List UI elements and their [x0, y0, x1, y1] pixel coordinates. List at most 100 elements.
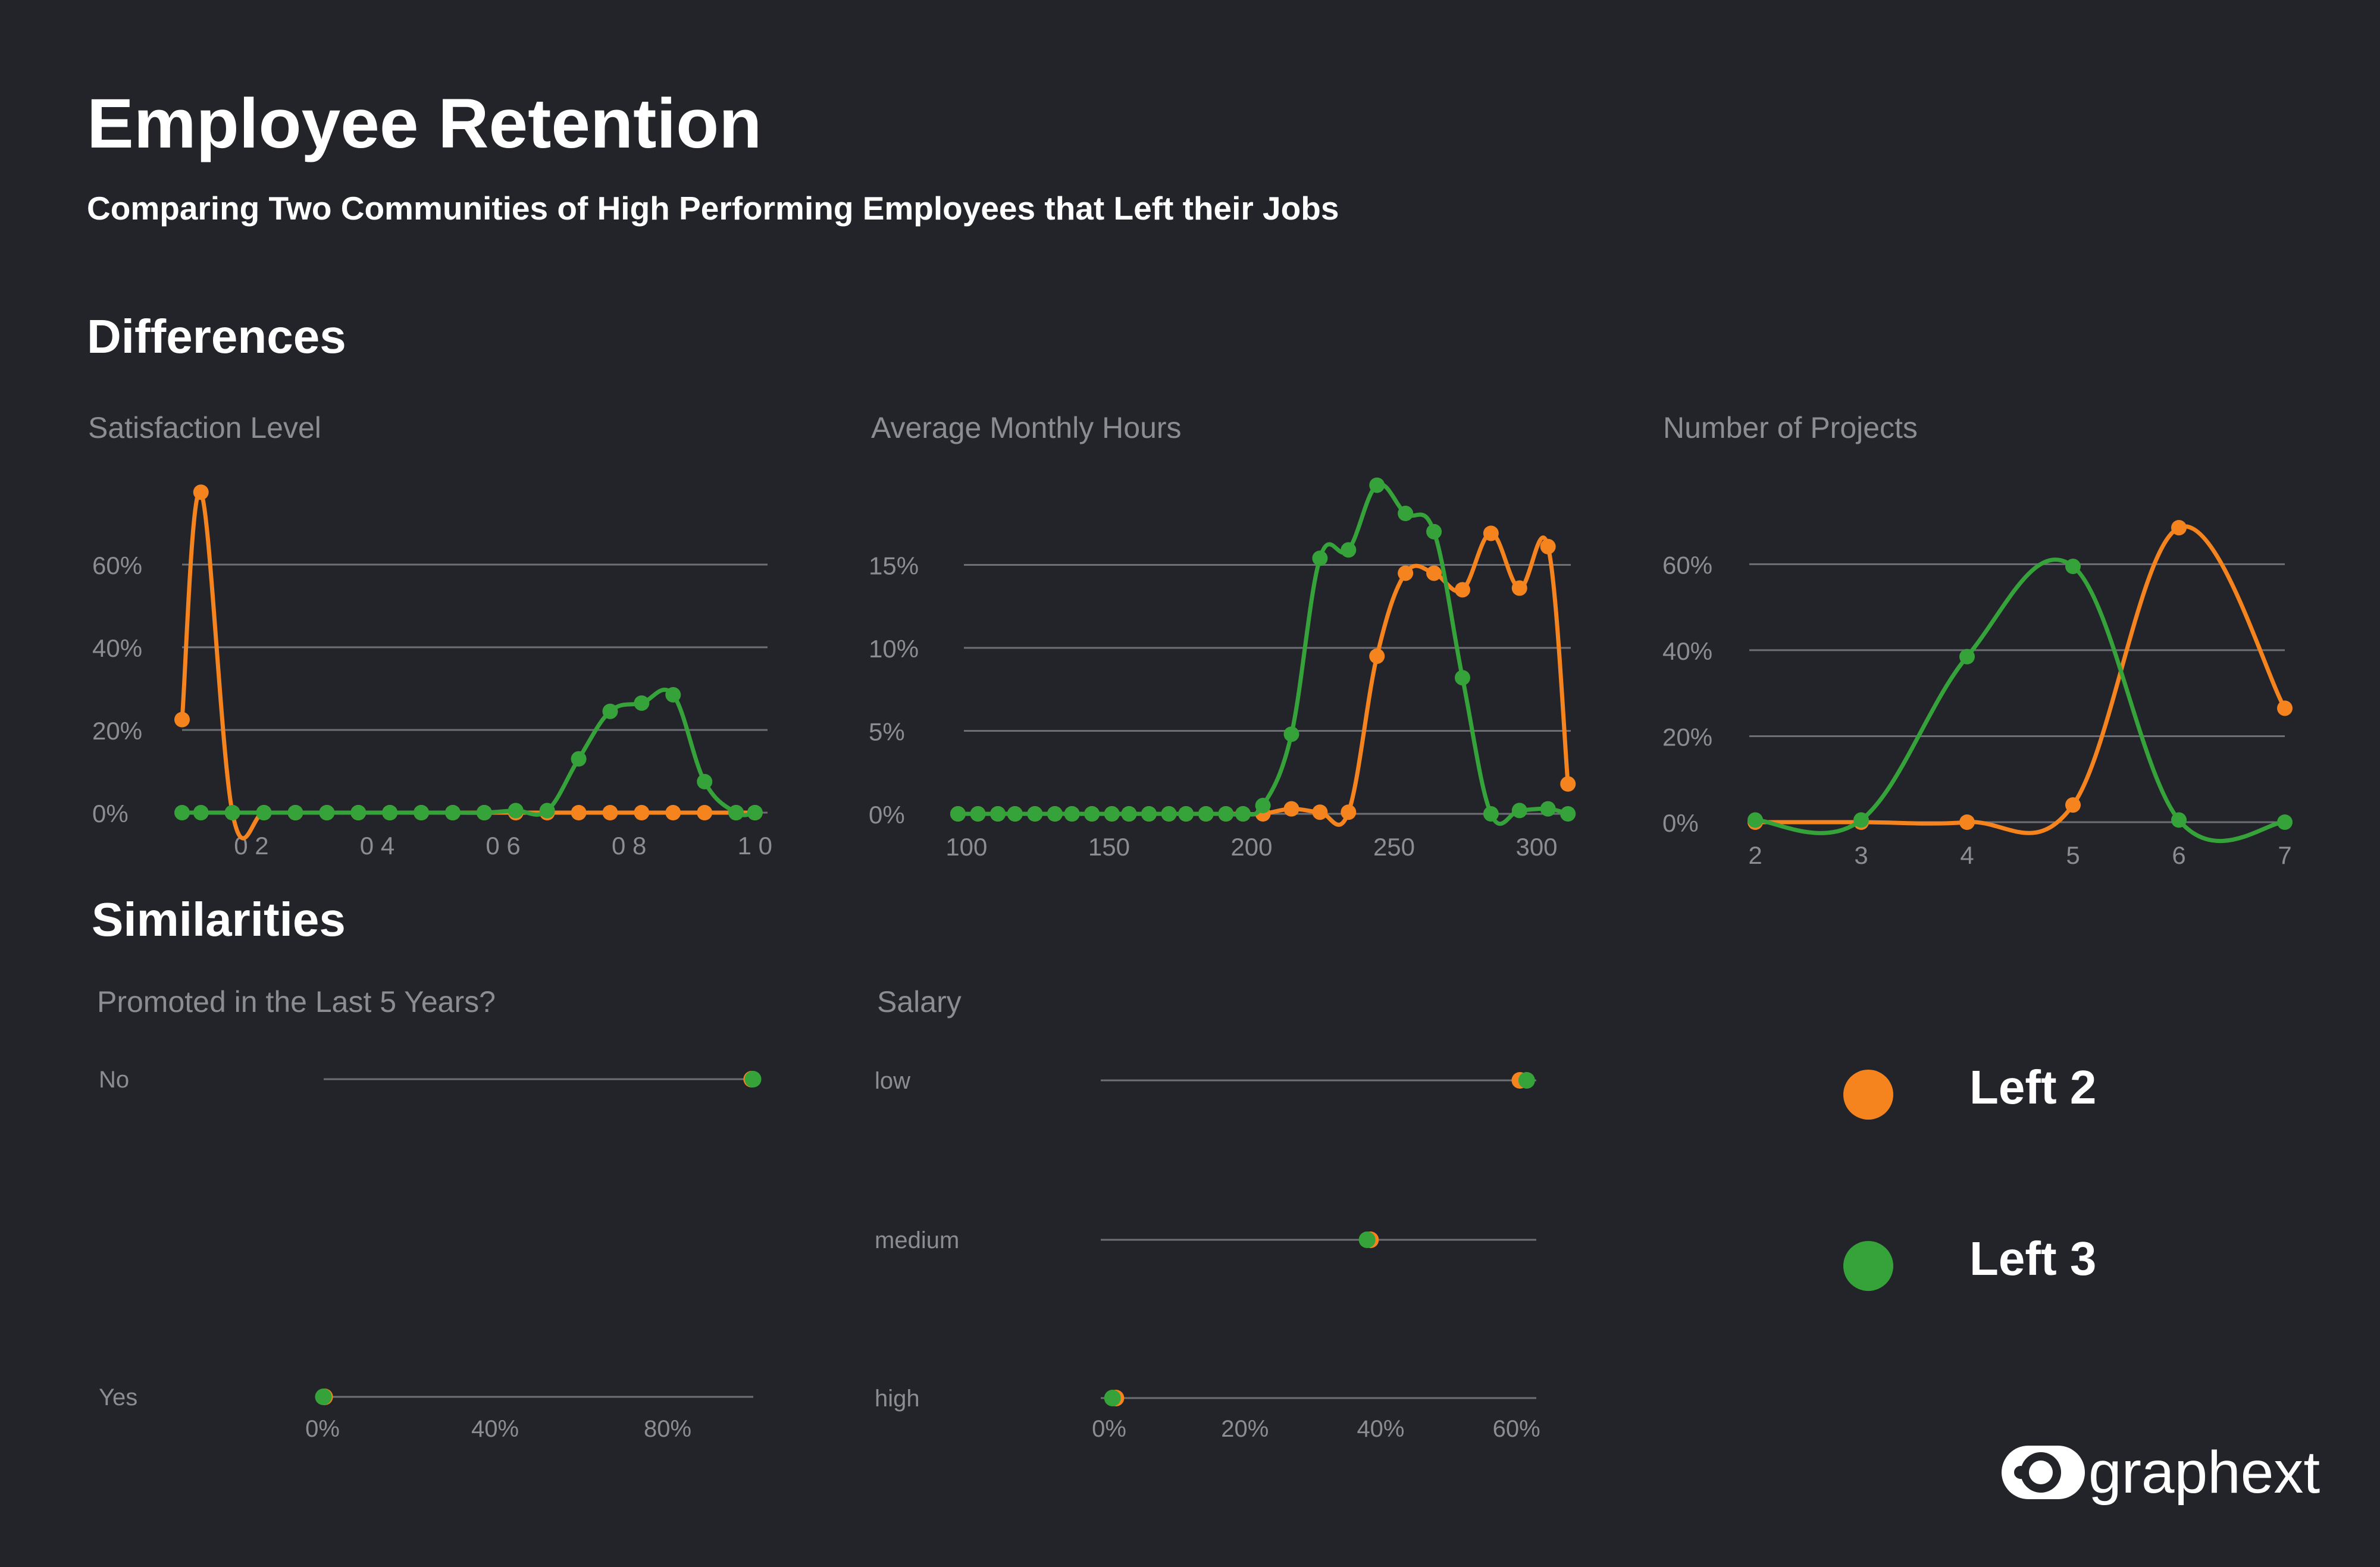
data-point [315, 1389, 332, 1405]
data-point [1369, 477, 1385, 493]
y-tick-label: 15% [869, 552, 919, 580]
legend-left3-dot [1843, 1241, 1893, 1291]
data-point [174, 712, 190, 728]
projects-chart: 0% 20% 40% 60% 2 3 4 5 6 7 [1662, 519, 2293, 869]
data-point [1358, 1231, 1376, 1248]
chart-title-salary: Salary [877, 985, 962, 1018]
y-tick-label: 0% [92, 800, 129, 828]
section-differences: Differences [87, 310, 346, 363]
data-point [1341, 804, 1357, 820]
chart-title-projects: Number of Projects [1663, 411, 1918, 444]
y-tick-label: 20% [92, 717, 142, 745]
chart-title-promoted: Promoted in the Last 5 Years? [97, 985, 496, 1018]
monthly-hours-chart: 0% 5% 10% 15% 100 150 200 250 300 [869, 477, 1576, 861]
section-similarities: Similarities [92, 893, 346, 946]
category-label: medium [875, 1227, 959, 1253]
graphext-wordmark: graphext [2088, 1439, 2320, 1506]
data-point [1511, 580, 1527, 596]
data-point [1312, 550, 1328, 566]
data-point [2065, 797, 2081, 813]
data-point [1312, 804, 1328, 820]
data-point [1454, 582, 1470, 598]
data-point [1178, 806, 1194, 822]
series-line [1755, 524, 2287, 835]
data-point [508, 803, 524, 819]
data-point [634, 695, 650, 711]
y-tick-label: 10% [869, 635, 919, 663]
graphext-logo-icon [2002, 1446, 2085, 1499]
category-label: low [875, 1068, 910, 1094]
data-point [1283, 726, 1299, 742]
data-point [193, 484, 209, 500]
data-point [1007, 806, 1023, 822]
data-point [697, 773, 713, 789]
x-tick-label: 20% [1221, 1416, 1269, 1442]
data-point [1560, 776, 1576, 792]
x-tick-label: 80% [644, 1416, 691, 1442]
data-point [224, 805, 240, 820]
data-point [414, 805, 430, 820]
salary-chart: low medium high 0% 20% 40% 60% [875, 1068, 1540, 1442]
data-point [571, 751, 587, 767]
data-point [1047, 806, 1063, 822]
x-tick-label: 0 6 [486, 832, 520, 860]
page-subtitle: Comparing Two Communities of High Perfor… [87, 190, 1339, 227]
y-tick-label: 0% [1662, 809, 1699, 837]
legend-left2-label: Left 2 [1969, 1061, 2097, 1114]
data-point [2065, 559, 2081, 575]
x-tick-label: 250 [1373, 833, 1415, 861]
x-tick-label: 4 [1960, 841, 1974, 869]
x-tick-label: 200 [1230, 833, 1272, 861]
data-point [1121, 806, 1137, 822]
data-point [476, 805, 492, 820]
y-tick-label: 60% [1662, 551, 1712, 579]
y-tick-label: 60% [92, 551, 142, 579]
data-point [1283, 801, 1299, 817]
data-point [1235, 806, 1251, 822]
data-point [747, 805, 763, 820]
data-point [665, 687, 681, 703]
x-tick-label: 0% [305, 1416, 340, 1442]
x-tick-label: 1 0 [738, 832, 772, 860]
data-point [1104, 806, 1120, 822]
data-point [602, 805, 618, 820]
data-point [1369, 648, 1385, 664]
data-point [1560, 806, 1576, 822]
series-line [1755, 557, 2285, 843]
data-point [1426, 565, 1442, 581]
promoted-chart: No Yes 0% 40% 80% [99, 1067, 762, 1442]
legend-left2-dot [1843, 1070, 1893, 1120]
data-point [1218, 806, 1234, 822]
data-point [350, 805, 367, 820]
data-point [665, 805, 681, 820]
category-label: high [875, 1386, 920, 1412]
x-tick-label: 6 [2172, 841, 2185, 869]
data-point [1084, 806, 1100, 822]
data-point [950, 806, 966, 822]
data-point [444, 805, 461, 820]
series-line [957, 482, 1569, 826]
y-tick-label: 0% [869, 801, 905, 829]
page-title: Employee Retention [87, 84, 762, 163]
data-point [1141, 806, 1157, 822]
data-point [1748, 812, 1763, 828]
x-tick-label: 100 [945, 833, 987, 861]
category-label: No [99, 1067, 129, 1093]
x-tick-label: 60% [1493, 1416, 1540, 1442]
x-tick-label: 0 4 [360, 832, 394, 860]
y-tick-label: 40% [92, 634, 142, 662]
data-point [1027, 806, 1043, 822]
data-point [728, 805, 744, 820]
data-point [1853, 812, 1869, 828]
x-tick-label: 40% [1357, 1416, 1404, 1442]
series-line [957, 531, 1570, 827]
y-tick-label: 20% [1662, 723, 1712, 751]
data-point [602, 703, 618, 719]
data-point [1959, 814, 1975, 830]
category-label: Yes [99, 1384, 137, 1411]
data-point [634, 805, 650, 820]
data-point [287, 805, 303, 820]
data-point [744, 1071, 762, 1088]
data-point [382, 805, 398, 820]
